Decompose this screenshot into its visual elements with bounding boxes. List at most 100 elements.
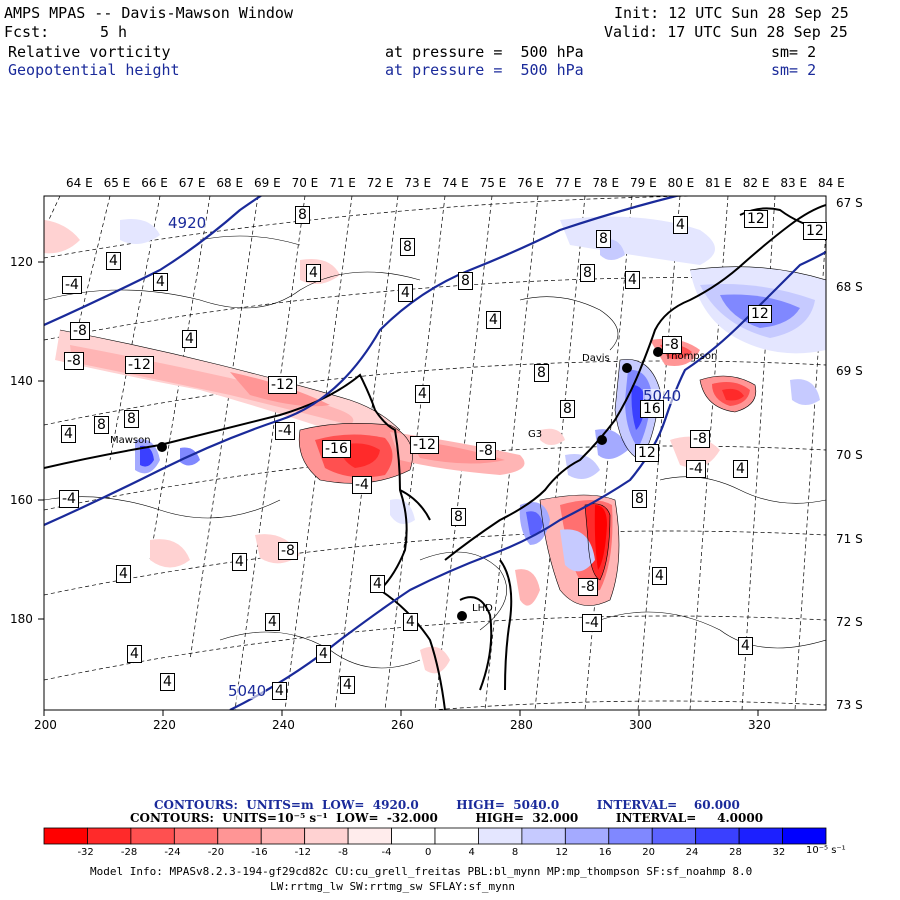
colorbar-swatch: [130, 827, 175, 845]
longitude-label: 71 E: [329, 176, 356, 190]
longitude-label: 68 E: [216, 176, 244, 190]
map-frame: [43, 195, 827, 711]
colorbar-swatch: [43, 827, 88, 845]
colorbar-tick: 20: [642, 847, 655, 858]
latitude-label: 67 S: [836, 196, 863, 210]
vorticity-contour-label: 8: [451, 508, 466, 526]
vorticity-contour-label: 4: [153, 273, 168, 291]
field2-name: Geopotential height: [8, 61, 180, 79]
field1-smooth: sm= 2: [771, 43, 817, 61]
vorticity-contour-label: 16: [640, 400, 664, 418]
station-label: Mawson: [110, 435, 151, 446]
latitude-label: 71 S: [836, 532, 863, 546]
colorbar-tick: 32: [772, 847, 786, 858]
vorticity-contour-label: -8: [690, 430, 710, 448]
vorticity-contour-label: -4: [59, 490, 79, 508]
map-title: AMPS MPAS -- Davis-Mawson Window: [4, 4, 293, 22]
vorticity-contour-label: 4: [106, 252, 121, 270]
vorticity-contour-label: -4: [275, 422, 295, 440]
colorbar-swatch: [391, 827, 436, 845]
latitude-label: 70 S: [836, 448, 863, 462]
colorbar-swatch: [782, 827, 827, 845]
vorticity-contour-label: 4: [733, 460, 748, 478]
station-label: Thompson: [665, 351, 718, 362]
colorbar-tick: -20: [207, 847, 225, 858]
vorticity-contour-label: 12: [744, 210, 768, 228]
field2-level: at pressure = 500 hPa: [385, 61, 584, 79]
station-label: LHD: [472, 603, 493, 614]
longitude-label: 82 E: [742, 176, 770, 190]
field2-smooth: sm= 2: [771, 61, 817, 79]
vorticity-contour-label: -4: [352, 476, 372, 494]
vorticity-contour-label: -8: [578, 578, 598, 596]
vorticity-contour-label: -4: [62, 276, 82, 294]
longitude-label: 79 E: [630, 176, 657, 190]
x-tick-label: 240: [272, 718, 295, 732]
colorbar-tick: -24: [164, 847, 181, 858]
colorbar-unit: 10⁻⁵ s⁻¹: [806, 845, 846, 856]
longitude-label: 66 E: [141, 176, 168, 190]
longitude-label: 76 E: [517, 176, 544, 190]
vorticity-contour-label: -8: [70, 322, 90, 340]
vorticity-contour-label: 8: [632, 490, 647, 508]
vorticity-contour-label: -16: [322, 440, 351, 458]
vorticity-contour-label: 4: [738, 637, 753, 655]
longitude-label: 74 E: [442, 176, 469, 190]
longitude-label: 80 E: [667, 176, 695, 190]
field1-level: at pressure = 500 hPa: [385, 43, 584, 61]
x-tick-label: 300: [629, 718, 652, 732]
colorbar-swatch: [347, 827, 392, 845]
init-time: Init: 12 UTC Sun 28 Sep 25: [614, 4, 849, 22]
latitude-label: 72 S: [836, 615, 863, 629]
vorticity-contour-label: -8: [476, 442, 496, 460]
x-tick-label: 200: [34, 718, 57, 732]
vorticity-contour-label: 12: [635, 444, 659, 462]
valid-time: Valid: 17 UTC Sun 28 Sep 25: [604, 23, 848, 41]
colorbar-swatch: [434, 827, 479, 845]
station-markers: [157, 347, 663, 621]
colorbar-swatch: [87, 827, 132, 845]
vorticity-contour-label: -12: [268, 376, 297, 394]
vorticity-contour-label: 4: [370, 575, 385, 593]
longitude-label: 77 E: [554, 176, 582, 190]
vorticity-contour-label: 4: [272, 682, 287, 700]
longitude-label: 83 E: [780, 176, 808, 190]
colorbar-swatch: [564, 827, 610, 845]
vorticity-contour-label: 4: [160, 673, 175, 691]
vorticity-contour-label: 8: [534, 364, 549, 382]
colorbar-tick: 12: [555, 847, 569, 858]
vorticity-contour-label: 4: [232, 553, 247, 571]
station-label: Davis: [582, 353, 610, 364]
vorticity-contour-label: 8: [560, 400, 575, 418]
vorticity-contour-label: 8: [596, 230, 611, 248]
station-davis-marker: [622, 363, 632, 373]
vorticity-contour-label: 4: [116, 565, 131, 583]
y-tick-label: 160: [10, 493, 33, 507]
colorbar-tick: 8: [511, 847, 519, 858]
x-tick-label: 280: [510, 718, 533, 732]
model-info-line2: LW:rrtmg_lw SW:rrtmg_sw SFLAY:sf_mynn: [270, 880, 516, 893]
vorticity-contour-label: -8: [662, 336, 682, 354]
colorbar-tick: -4: [381, 847, 392, 858]
colorbar-tick: -28: [120, 847, 138, 858]
longitude-label: 84 E: [818, 176, 845, 190]
colorbar-swatch: [608, 827, 653, 845]
height-contour-info: CONTOURS: UNITS=m LOW= 4920.0 HIGH= 5040…: [154, 798, 740, 812]
vorticity-contour-label: -12: [410, 436, 439, 454]
vorticity-contour-label: -4: [582, 614, 602, 632]
vorticity-contours: [44, 235, 826, 669]
station-label: G3: [528, 429, 543, 440]
colorbar-swatch: [651, 827, 697, 845]
vorticity-contour-label: 4: [182, 330, 197, 348]
vorticity-contour-label: 8: [124, 410, 139, 428]
colorbar-swatch: [217, 827, 262, 845]
y-tick-label: 140: [10, 374, 33, 388]
vorticity-contour-label: 8: [458, 272, 473, 290]
colorbar-swatch: [173, 827, 219, 845]
longitude-label: 69 E: [254, 176, 281, 190]
latitude-label: 69 S: [836, 364, 863, 378]
colorbar-tick: -8: [338, 847, 349, 858]
y-tick-label: 120: [10, 255, 33, 269]
colorbar-swatch: [304, 827, 349, 845]
